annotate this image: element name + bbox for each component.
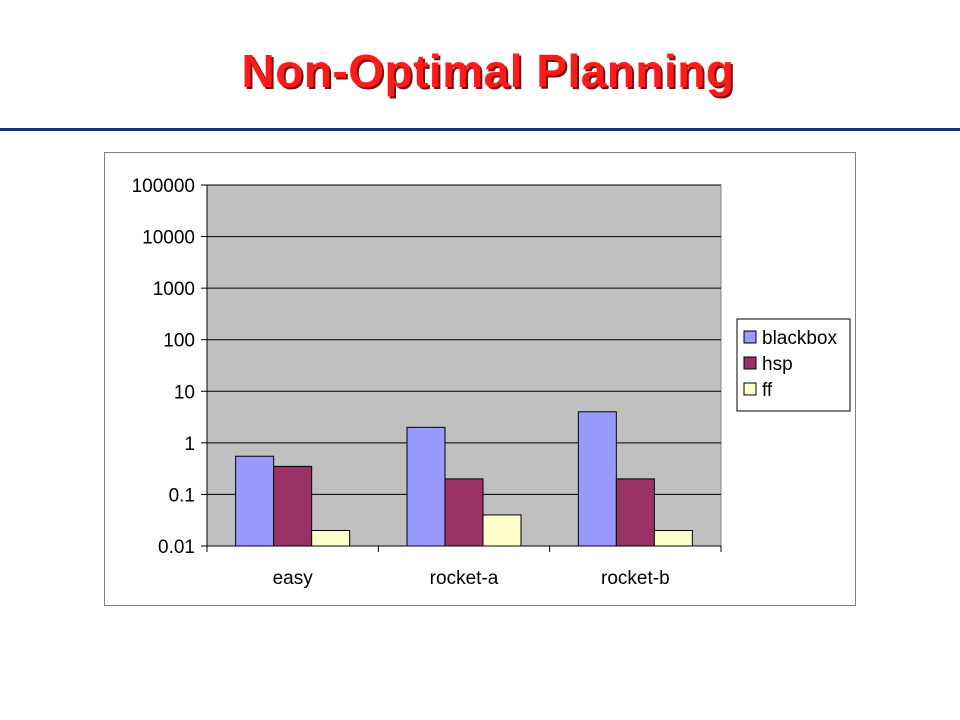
legend-swatch-blackbox: [743, 330, 757, 344]
x-tick-label: rocket-a: [430, 568, 499, 589]
bars: [235, 411, 693, 547]
y-tick-label: 100: [163, 331, 195, 352]
y-tick-label: 10000: [142, 228, 195, 249]
title-rule: [0, 128, 960, 131]
axes: [201, 184, 722, 552]
y-tick-label: 10: [174, 382, 195, 403]
x-tick-label: rocket-b: [601, 568, 670, 589]
bar-blackbox-rocket-b: [577, 411, 617, 547]
bar-blackbox-rocket-a: [406, 426, 446, 547]
x-tick-labels: easy rocket-a rocket-b: [273, 568, 670, 589]
y-tick-label: 0.1: [169, 485, 195, 506]
legend-label-ff: ff: [762, 380, 773, 401]
y-tick-labels: 100000 10000 1000 100 10 1 0.1 0.01: [132, 176, 195, 558]
y-tick-label: 100000: [132, 176, 195, 197]
legend-label-blackbox: blackbox: [762, 328, 837, 349]
y-tick-label: 1000: [153, 279, 195, 300]
x-tick-label: easy: [273, 568, 314, 589]
legend: blackbox hsp ff: [736, 318, 851, 412]
slide-title: Non-Optimal Planning: [241, 45, 735, 97]
bar-chart: 100000 10000 1000 100 10 1 0.1 0.01 easy rocket-…: [132, 176, 851, 589]
legend-swatch-ff: [743, 382, 757, 396]
bar-ff-rocket-b: [653, 529, 693, 547]
chart-frame: 100000 10000 1000 100 10 1 0.1 0.01 easy rocket-…: [104, 152, 856, 606]
y-tick-label: 0.01: [158, 537, 195, 558]
legend-label-hsp: hsp: [762, 354, 793, 375]
bar-hsp-rocket-b: [615, 478, 655, 547]
bar-ff-easy: [311, 529, 351, 547]
bar-hsp-easy: [273, 465, 313, 547]
y-tick-label: 1: [184, 434, 195, 455]
legend-swatch-hsp: [743, 356, 757, 370]
bar-ff-rocket-a: [482, 514, 522, 547]
bar-hsp-rocket-a: [444, 478, 484, 547]
bar-blackbox-easy: [235, 455, 275, 547]
